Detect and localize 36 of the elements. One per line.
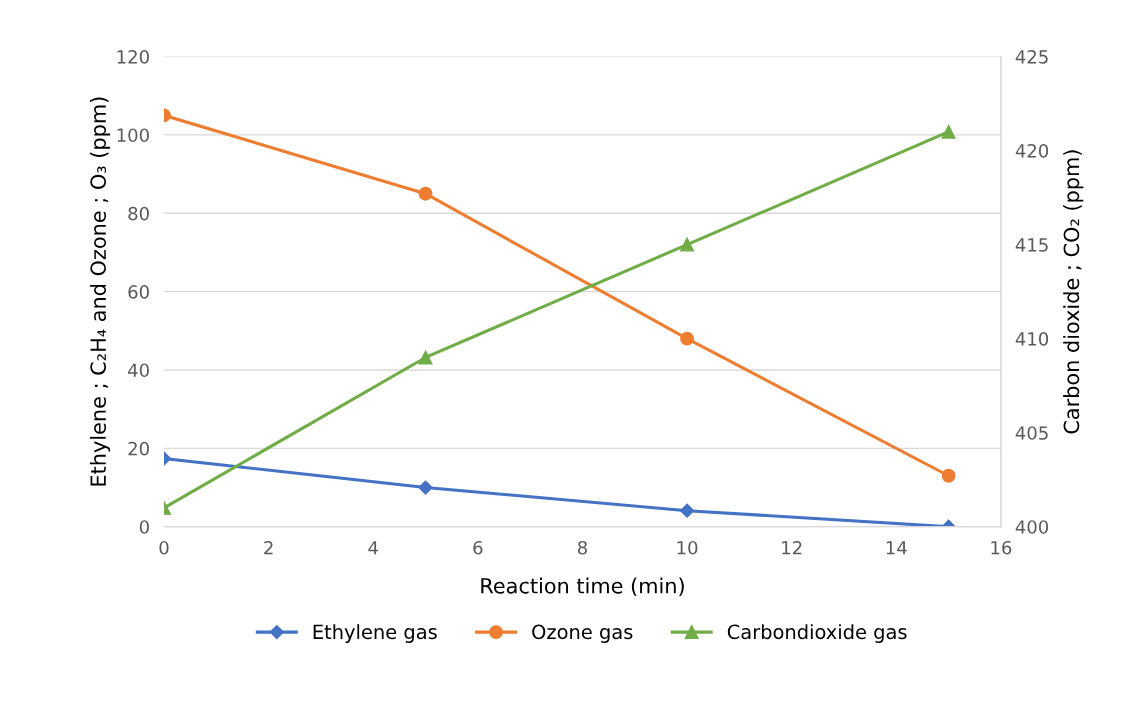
x-axis-title: Reaction time (min) <box>481 577 684 597</box>
y2-tick-label: 405 <box>1015 426 1048 440</box>
y-tick-label: 40 <box>128 363 149 378</box>
legend-label: Ethylene gas <box>313 624 437 643</box>
y-tick-label: 80 <box>128 206 149 221</box>
point <box>680 503 695 518</box>
y-tick-label: 20 <box>128 441 149 456</box>
y2-axis-title: Carbon dioxide ; CO₂ (ppm) <box>1063 150 1084 434</box>
y2-tick-label: 420 <box>1015 144 1049 158</box>
point <box>941 468 956 483</box>
y2-tick-label: 415 <box>1015 238 1048 252</box>
point <box>418 186 433 201</box>
x-tick-label: 8 <box>577 540 587 555</box>
x-tick-label: 2 <box>264 540 273 555</box>
point <box>680 237 695 252</box>
x-tick-label: 4 <box>368 541 378 555</box>
y-axis-title: Ethylene ; C₂H₄ and Ozone ; O₃ (ppm) <box>89 97 111 486</box>
x-tick-label: 10 <box>677 540 698 555</box>
legend-label: Ozone gas <box>532 624 633 643</box>
legend-label: Carbondioxide gas <box>727 624 907 643</box>
x-tick-label: 16 <box>991 540 1012 555</box>
point <box>941 124 956 139</box>
y-tick-label: 0 <box>139 520 149 534</box>
y2-tick-label: 425 <box>1015 50 1048 64</box>
x-tick-label: 6 <box>473 540 483 555</box>
point <box>680 331 695 346</box>
y2-tick-label: 400 <box>1015 520 1049 534</box>
x-tick-label: 0 <box>159 540 169 555</box>
y-tick-label: 100 <box>117 128 149 143</box>
x-tick-label: 14 <box>886 541 907 555</box>
point <box>418 350 433 365</box>
y2-tick-label: 410 <box>1015 332 1049 346</box>
y-tick-label: 60 <box>128 285 149 299</box>
x-tick-label: 12 <box>782 540 802 555</box>
point <box>418 480 433 495</box>
y-tick-label: 120 <box>117 50 149 64</box>
